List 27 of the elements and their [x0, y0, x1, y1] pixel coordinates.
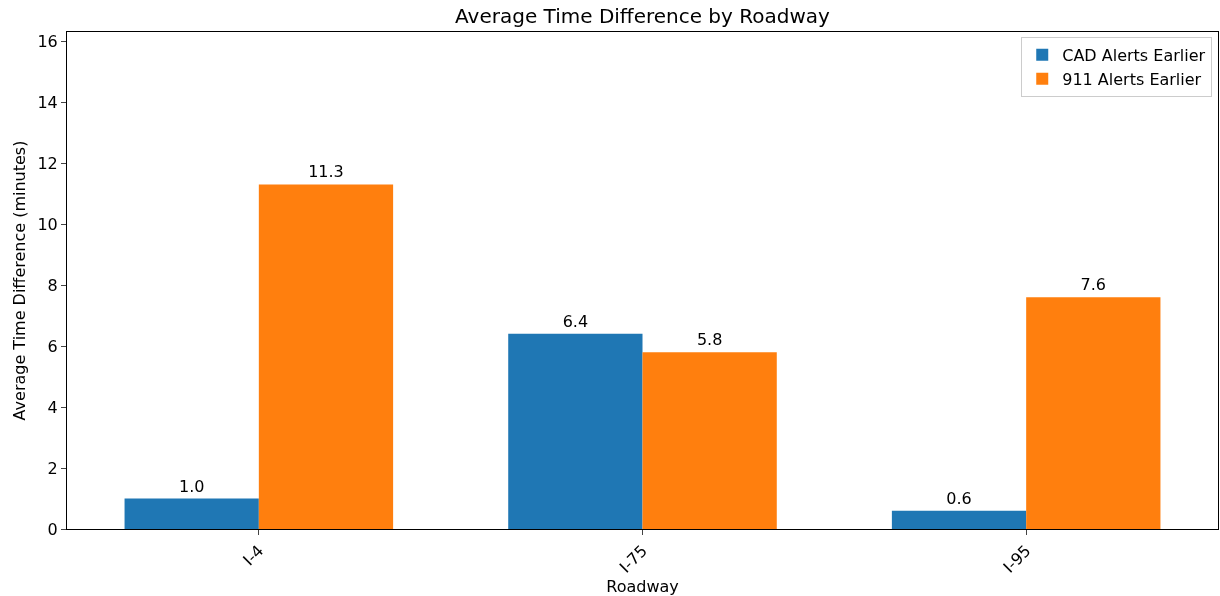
data-label: 6.4: [562, 311, 589, 331]
y-tick-label: 6: [47, 336, 58, 356]
data-label: 0.6: [946, 488, 972, 508]
data-label: 5.8: [696, 330, 723, 350]
y-tick-label: 4: [47, 397, 58, 417]
y-tick-label: 14: [37, 92, 58, 112]
data-label: 7.6: [1080, 275, 1107, 295]
x-tick-label: I-4: [239, 541, 268, 570]
bar: [891, 510, 1027, 529]
legend-label: CAD Alerts Earlier: [1062, 46, 1206, 66]
bar: [258, 184, 394, 529]
y-axis-title: Average Time Difference (minutes): [10, 140, 29, 421]
y-tick-label: 16: [37, 31, 58, 51]
y-tick-label: 10: [37, 214, 58, 234]
data-label: 1.0: [178, 476, 205, 496]
bar: [1026, 297, 1161, 529]
y-tick-label: 2: [47, 458, 58, 478]
data-label: 11.3: [308, 162, 344, 182]
chart-title: Average Time Difference by Roadway: [455, 3, 831, 28]
bar: [642, 352, 777, 529]
legend-label: 911 Alerts Earlier: [1062, 69, 1202, 89]
y-tick-label: 0: [47, 519, 58, 539]
x-axis-title: Roadway: [606, 577, 679, 596]
y-tick-label: 8: [47, 275, 58, 295]
y-tick-label: 12: [37, 153, 58, 173]
bar: [124, 498, 259, 529]
bar: [508, 333, 643, 529]
